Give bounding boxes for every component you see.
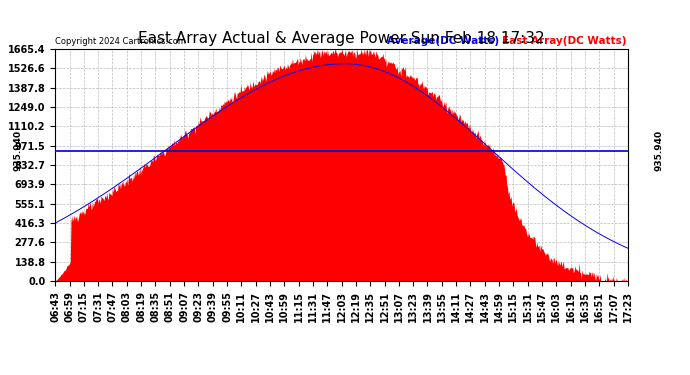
Text: Average(DC Watts): Average(DC Watts) [387,36,500,46]
Text: 935.940: 935.940 [14,130,23,171]
Text: East Array(DC Watts): East Array(DC Watts) [502,36,627,46]
Title: East Array Actual & Average Power Sun Feb 18 17:32: East Array Actual & Average Power Sun Fe… [138,31,545,46]
Text: Copyright 2024 Cartronics.com: Copyright 2024 Cartronics.com [55,38,186,46]
Text: 935.940: 935.940 [655,130,664,171]
